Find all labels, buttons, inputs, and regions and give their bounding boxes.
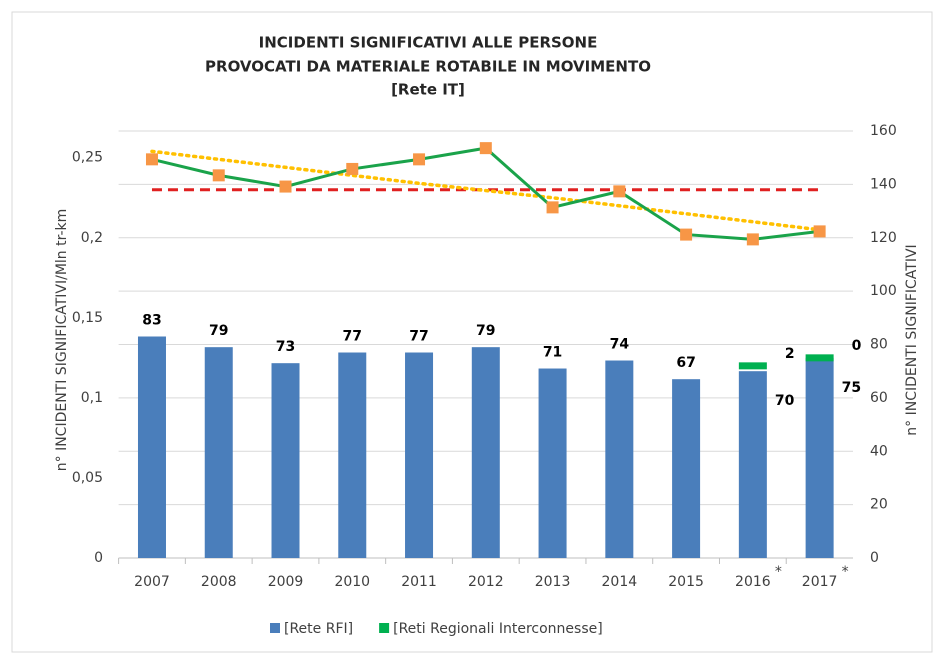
y2-tick-label: 40 — [870, 443, 888, 459]
bar — [672, 379, 701, 558]
bar — [538, 368, 567, 558]
data-label: 67 — [676, 355, 695, 371]
x-tick-label: 2007 — [134, 574, 170, 590]
data-label: 79 — [209, 323, 228, 339]
x-tick-note: * — [842, 564, 849, 580]
y-tick-label: 0,2 — [81, 230, 103, 246]
bar — [471, 347, 500, 558]
x-tick-label: 2010 — [334, 574, 370, 590]
legend-label: [Reti Regionali Interconnesse] — [393, 621, 603, 637]
y-axis-title: n° INCIDENTI SIGNIFICATIVI/Mln tr-km — [54, 209, 70, 472]
trend-line — [150, 149, 822, 232]
chart-title: [Rete IT] — [391, 81, 465, 99]
x-tick-label: 2009 — [268, 574, 304, 590]
marker — [212, 169, 225, 182]
data-label: 77 — [409, 329, 428, 345]
y-tick-label: 0,25 — [72, 150, 103, 166]
y2-tick-label: 20 — [870, 497, 888, 513]
x-tick-label: 2016 — [735, 574, 771, 590]
legend-label: [Rete RFI] — [284, 621, 353, 637]
y2-tick-label: 140 — [870, 176, 897, 192]
y2-tick-label: 80 — [870, 337, 888, 353]
marker — [346, 162, 359, 175]
x-tick-label: 2014 — [602, 574, 638, 590]
x-tick-label: 2013 — [535, 574, 571, 590]
y2-tick-label: 100 — [870, 283, 897, 299]
data-label: 75 — [842, 380, 861, 396]
y2-axis-title: n° INCIDENTI SIGNIFICATIVI — [904, 244, 920, 435]
data-label: 74 — [610, 337, 630, 353]
data-label: 77 — [343, 329, 362, 345]
bar — [137, 336, 166, 558]
bar — [405, 352, 434, 558]
y2-tick-label: 0 — [870, 550, 879, 566]
y2-tick-label: 120 — [870, 230, 897, 246]
bar — [204, 347, 233, 558]
marker — [479, 142, 492, 155]
x-tick-label: 2017 — [802, 574, 838, 590]
data-label: 70 — [775, 393, 795, 409]
marker — [680, 228, 693, 241]
bar — [805, 354, 834, 362]
data-label: 0 — [852, 338, 862, 354]
x-tick-note: * — [775, 564, 782, 580]
marker — [413, 153, 426, 166]
x-tick-label: 2012 — [468, 574, 504, 590]
data-label: 79 — [476, 323, 495, 339]
bar — [605, 360, 634, 558]
marker — [746, 233, 759, 246]
chart-title: PROVOCATI DA MATERIALE ROTABILE IN MOVIM… — [205, 58, 651, 76]
y2-tick-label: 60 — [870, 390, 888, 406]
marker — [613, 185, 626, 198]
legend-swatch — [379, 623, 390, 633]
marker — [813, 225, 826, 238]
x-tick-label: 2015 — [668, 574, 704, 590]
y-tick-label: 0,1 — [81, 390, 103, 406]
bar — [805, 357, 834, 558]
bar — [738, 371, 767, 558]
x-tick-label: 2008 — [201, 574, 237, 590]
data-label: 2 — [785, 346, 795, 362]
chart-title: INCIDENTI SIGNIFICATIVI ALLE PERSONE — [259, 34, 598, 52]
legend-swatch — [270, 623, 280, 633]
marker — [546, 201, 559, 214]
chart-border — [11, 11, 933, 653]
marker — [279, 180, 292, 193]
y-tick-label: 0,15 — [72, 310, 103, 326]
y2-tick-label: 160 — [870, 123, 897, 139]
bar — [738, 362, 767, 370]
marker — [145, 153, 158, 166]
data-label: 83 — [142, 312, 161, 328]
y-tick-label: 0 — [94, 550, 103, 566]
data-label: 73 — [276, 339, 295, 355]
bar — [271, 363, 300, 558]
bar — [338, 352, 367, 558]
y-tick-label: 0,05 — [72, 470, 103, 486]
x-tick-label: 2011 — [401, 574, 437, 590]
data-label: 71 — [543, 345, 562, 361]
